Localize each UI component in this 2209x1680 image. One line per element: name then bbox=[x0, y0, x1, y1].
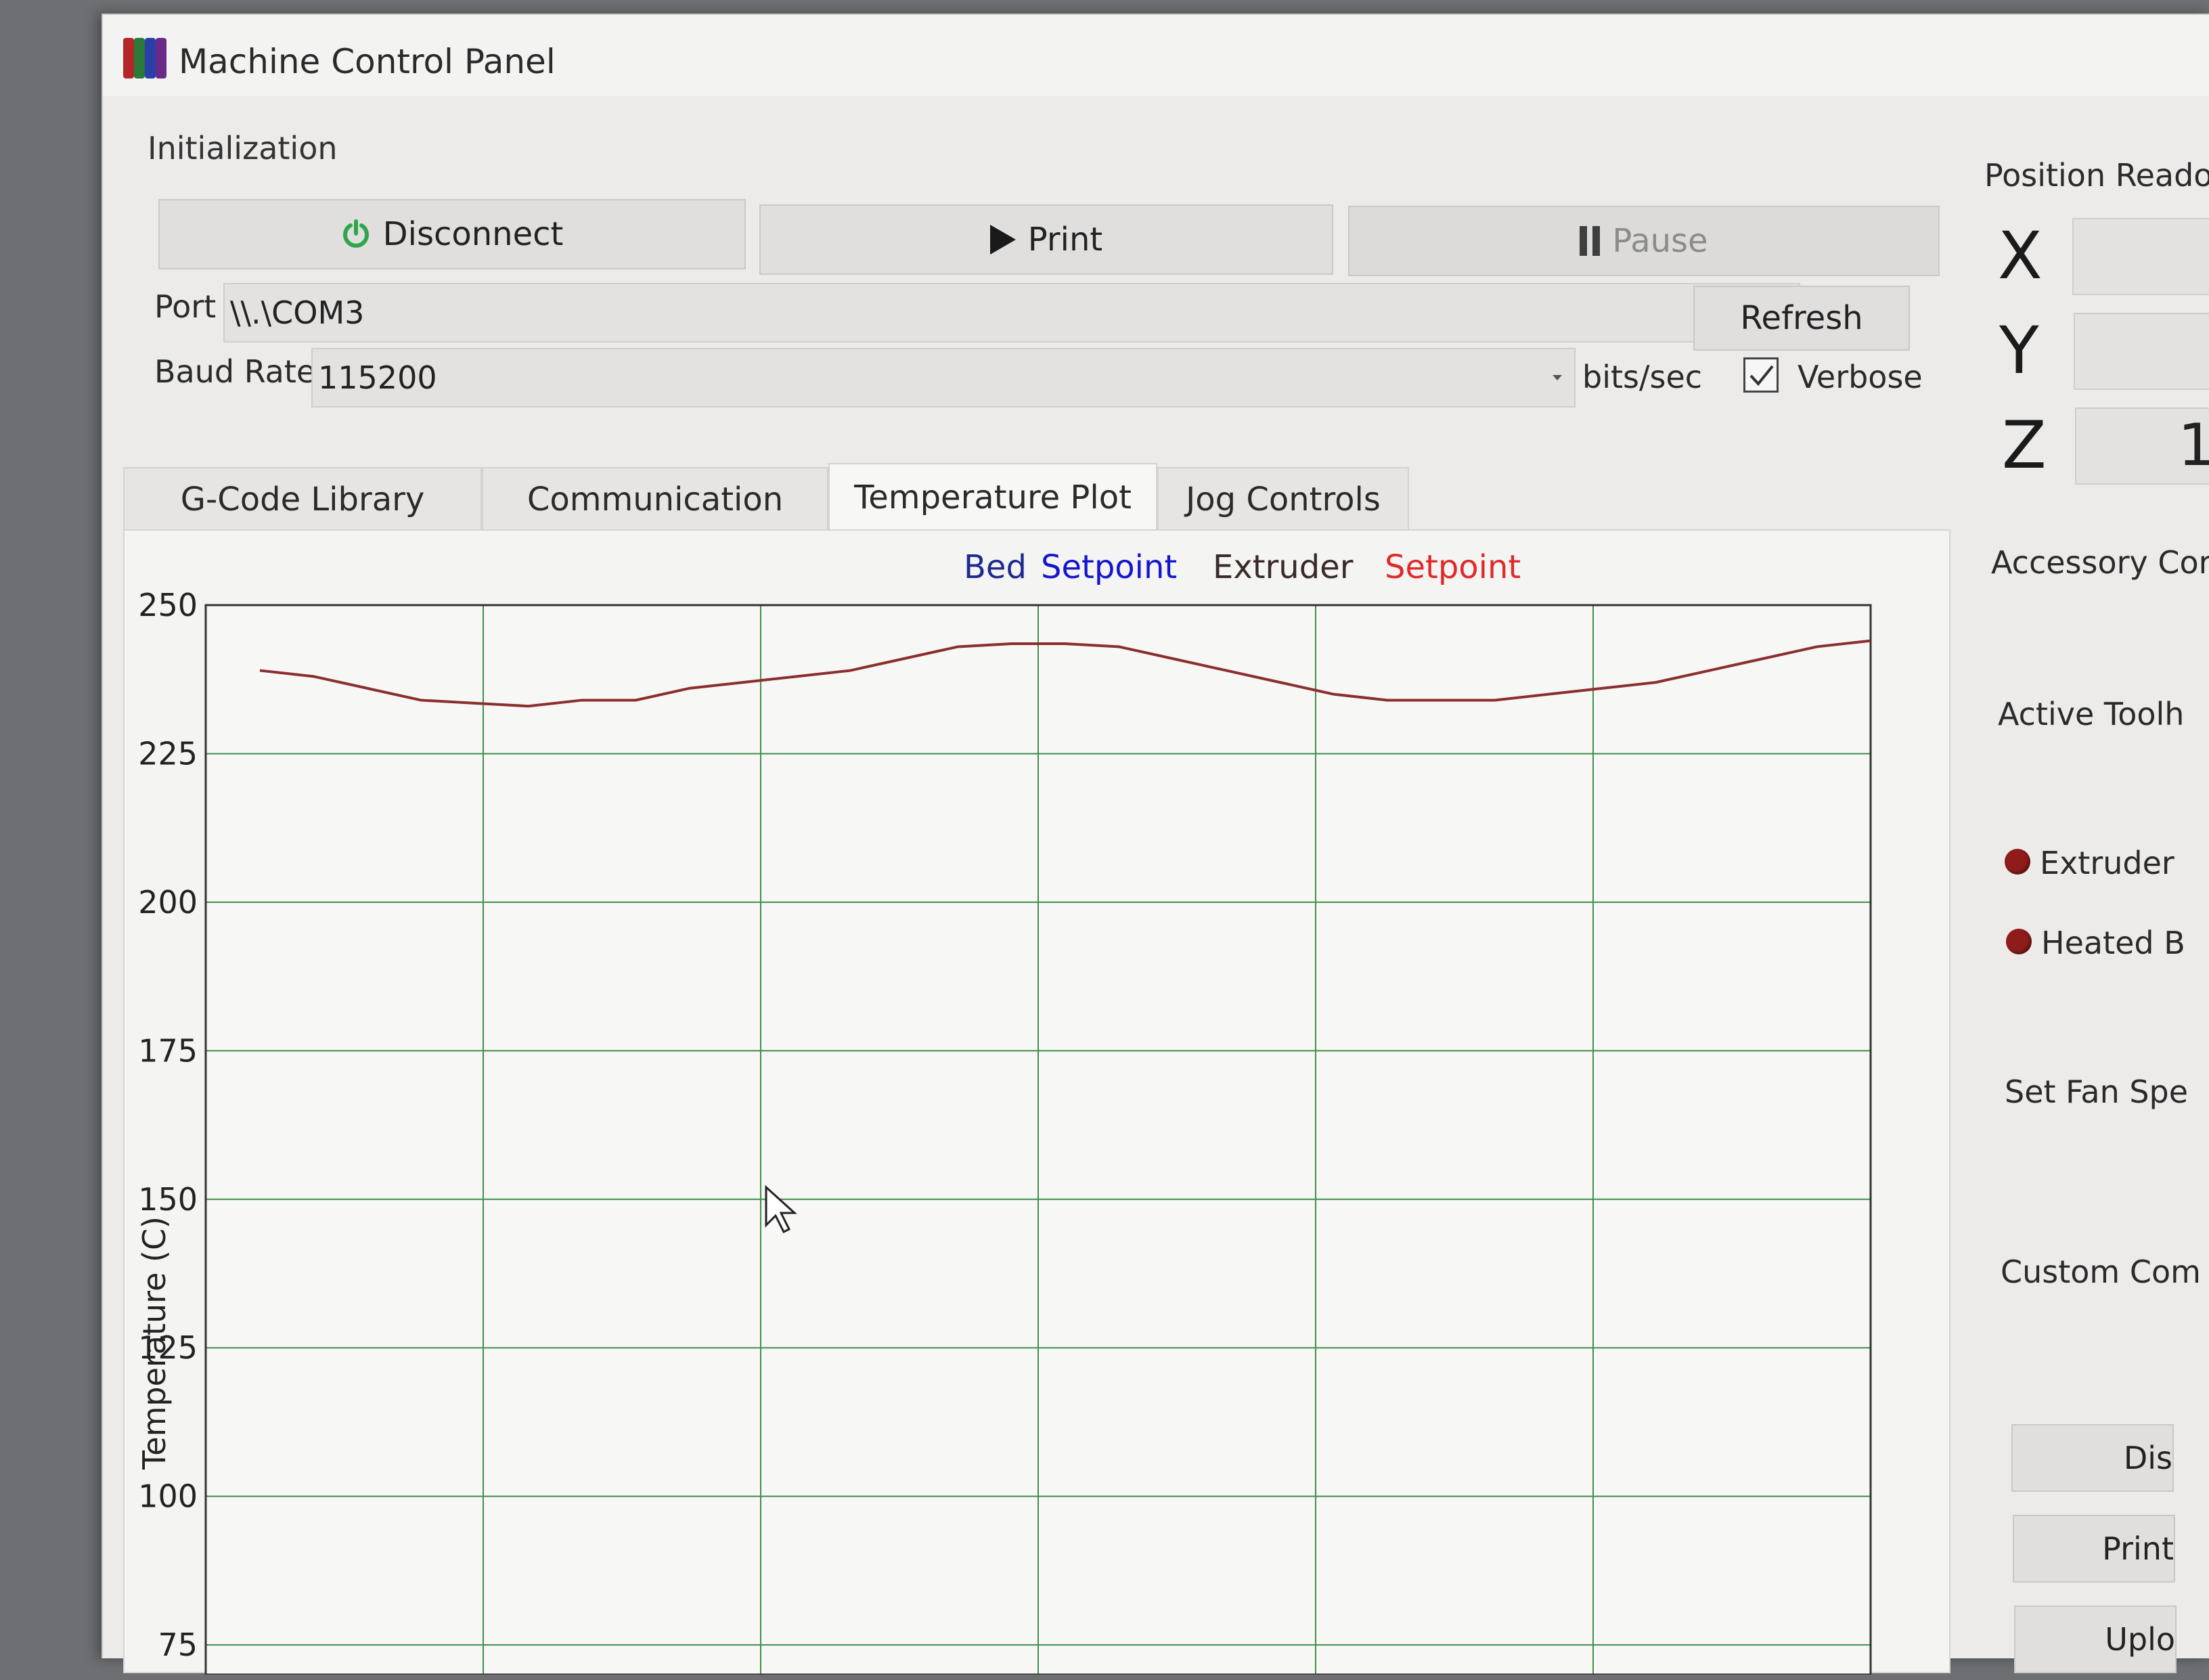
axis-y-label: Y bbox=[1999, 313, 2039, 389]
app-logo-icon bbox=[123, 38, 168, 79]
play-icon bbox=[989, 225, 1016, 255]
temperature-plot-panel: 250 225 200 175 150 125 100 75 Temperature (C) Be… bbox=[123, 529, 1950, 1676]
pause-label: Pause bbox=[1612, 222, 1708, 260]
y-readout bbox=[2074, 313, 2209, 390]
verbose-label: Verbose bbox=[1798, 359, 1923, 395]
side-disconnect-button[interactable]: Dis bbox=[2011, 1424, 2174, 1492]
axis-x-label: X bbox=[1998, 218, 2043, 294]
y-tick-label: 100 bbox=[138, 1478, 198, 1515]
axis-z-label: Z bbox=[2002, 407, 2047, 483]
tab-label: Jog Controls bbox=[1186, 481, 1381, 518]
main-window: Machine Control Panel Initialization Dis… bbox=[102, 14, 2209, 1676]
legend-item: Setpoint bbox=[1385, 548, 1521, 586]
baud-unit-label: bits/sec bbox=[1582, 359, 1703, 395]
extruder-status-led bbox=[2005, 849, 2030, 875]
legend-item: Extruder bbox=[1213, 548, 1354, 586]
y-tick-label: 250 bbox=[138, 587, 198, 623]
side-button-label: Uplo bbox=[2105, 1621, 2175, 1658]
y-tick-label: 225 bbox=[138, 735, 198, 772]
baud-rate-label: Baud Rate bbox=[154, 353, 316, 390]
heated-bed-label: Heated B bbox=[2041, 925, 2185, 961]
baud-rate-select[interactable]: 115200 bbox=[311, 348, 1576, 407]
z-readout: 1[ bbox=[2075, 407, 2209, 485]
series-line-extruder bbox=[259, 639, 1871, 708]
y-tick-label: 150 bbox=[138, 1181, 198, 1218]
port-value: \\.\COM3 bbox=[230, 294, 365, 331]
side-print-button[interactable]: Print bbox=[2013, 1515, 2175, 1583]
y-tick-label: 175 bbox=[138, 1032, 198, 1069]
side-panel: Position Reado X Y Z 1[ Accessory Cor Ac… bbox=[1984, 123, 2209, 1680]
tab-gcode-library[interactable]: G-Code Library bbox=[123, 467, 482, 531]
baud-rate-value: 115200 bbox=[318, 359, 437, 396]
position-readout-label: Position Reado bbox=[1984, 157, 2209, 194]
y-tick-label: 200 bbox=[138, 884, 198, 921]
chevron-down-icon bbox=[1553, 375, 1562, 380]
heated-bed-status-led bbox=[2006, 929, 2032, 954]
temperature-chart: 250 225 200 175 150 125 100 75 Temperature (C) Be… bbox=[136, 548, 1872, 1676]
side-button-label: Print bbox=[2102, 1530, 2174, 1567]
extruder-label: Extruder bbox=[2040, 845, 2174, 881]
pause-icon bbox=[1580, 226, 1601, 256]
tab-label: Temperature Plot bbox=[854, 479, 1132, 516]
tab-label: G-Code Library bbox=[180, 481, 425, 518]
verbose-checkbox[interactable] bbox=[1743, 357, 1779, 393]
tab-temperature-plot[interactable]: Temperature Plot bbox=[828, 463, 1157, 531]
initialization-label: Initialization bbox=[148, 130, 338, 167]
legend-item: Setpoint bbox=[1041, 548, 1177, 586]
y-axis-label: Temperature (C) bbox=[136, 1216, 173, 1470]
z-readout-value: 1[ bbox=[2178, 412, 2209, 479]
refresh-button[interactable]: Refresh bbox=[1693, 286, 1910, 351]
title-bar: Machine Control Panel bbox=[103, 15, 2209, 96]
window-title: Machine Control Panel bbox=[179, 42, 556, 81]
legend-item: Bed bbox=[964, 548, 1027, 586]
y-tick-label: 125 bbox=[138, 1329, 198, 1366]
tab-label: Communication bbox=[527, 481, 784, 518]
disconnect-label: Disconnect bbox=[382, 215, 564, 253]
accessory-control-label: Accessory Cor bbox=[1991, 544, 2209, 581]
refresh-label: Refresh bbox=[1740, 299, 1863, 337]
side-upload-button[interactable]: Uplo bbox=[2014, 1606, 2177, 1673]
port-select[interactable]: \\.\COM3 bbox=[223, 283, 1800, 342]
tab-jog-controls[interactable]: Jog Controls bbox=[1157, 467, 1409, 531]
custom-commands-label: Custom Com bbox=[2001, 1254, 2201, 1290]
print-label: Print bbox=[1027, 221, 1103, 259]
print-button[interactable]: Print bbox=[759, 204, 1333, 275]
power-icon bbox=[342, 219, 369, 248]
pause-button[interactable]: Pause bbox=[1348, 206, 1940, 276]
mouse-cursor-icon bbox=[765, 1185, 797, 1234]
port-label: Port bbox=[154, 288, 217, 325]
active-toolhead-label: Active Toolh bbox=[1998, 696, 2185, 732]
checkmark-icon bbox=[1749, 365, 1774, 386]
y-tick-label: 75 bbox=[158, 1627, 198, 1663]
tab-communication[interactable]: Communication bbox=[482, 467, 828, 531]
disconnect-button[interactable]: Disconnect bbox=[158, 199, 746, 269]
x-readout bbox=[2072, 218, 2209, 295]
side-button-label: Dis bbox=[2123, 1440, 2172, 1476]
set-fan-speed-label: Set Fan Spe bbox=[2005, 1074, 2189, 1110]
